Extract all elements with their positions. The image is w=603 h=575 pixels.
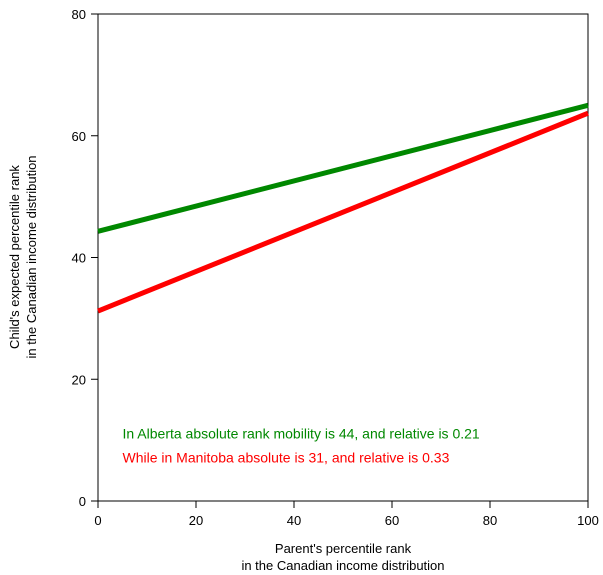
y-axis-label-line1: Child's expected percentile rank <box>7 165 22 349</box>
y-tick-label: 20 <box>72 372 86 387</box>
x-axis-label-line2: in the Canadian income distribution <box>241 558 444 573</box>
y-tick-label: 80 <box>72 7 86 22</box>
y-axis-label-line2: in the Canadian income distribution <box>24 155 39 358</box>
x-axis-label-line1: Parent's percentile rank <box>275 541 412 556</box>
y-tick-label: 0 <box>79 494 86 509</box>
series-lines <box>97 102 589 314</box>
x-tick-label: 20 <box>189 513 203 528</box>
annotation-0: In Alberta absolute rank mobility is 44,… <box>123 425 480 441</box>
y-tick-label: 60 <box>72 129 86 144</box>
series-line-0 <box>97 102 589 234</box>
axis-ticks: 0 20 40 60 80 100 0 20 40 60 80 <box>72 7 599 528</box>
x-tick-label: 60 <box>385 513 399 528</box>
series-line-1 <box>97 110 589 314</box>
x-tick-label: 80 <box>483 513 497 528</box>
y-tick-label: 40 <box>72 251 86 266</box>
annotations: In Alberta absolute rank mobility is 44,… <box>123 425 480 465</box>
x-tick-label: 0 <box>94 513 101 528</box>
x-tick-label: 100 <box>577 513 599 528</box>
annotation-1: While in Manitoba absolute is 31, and re… <box>123 450 450 466</box>
x-tick-label: 40 <box>287 513 301 528</box>
